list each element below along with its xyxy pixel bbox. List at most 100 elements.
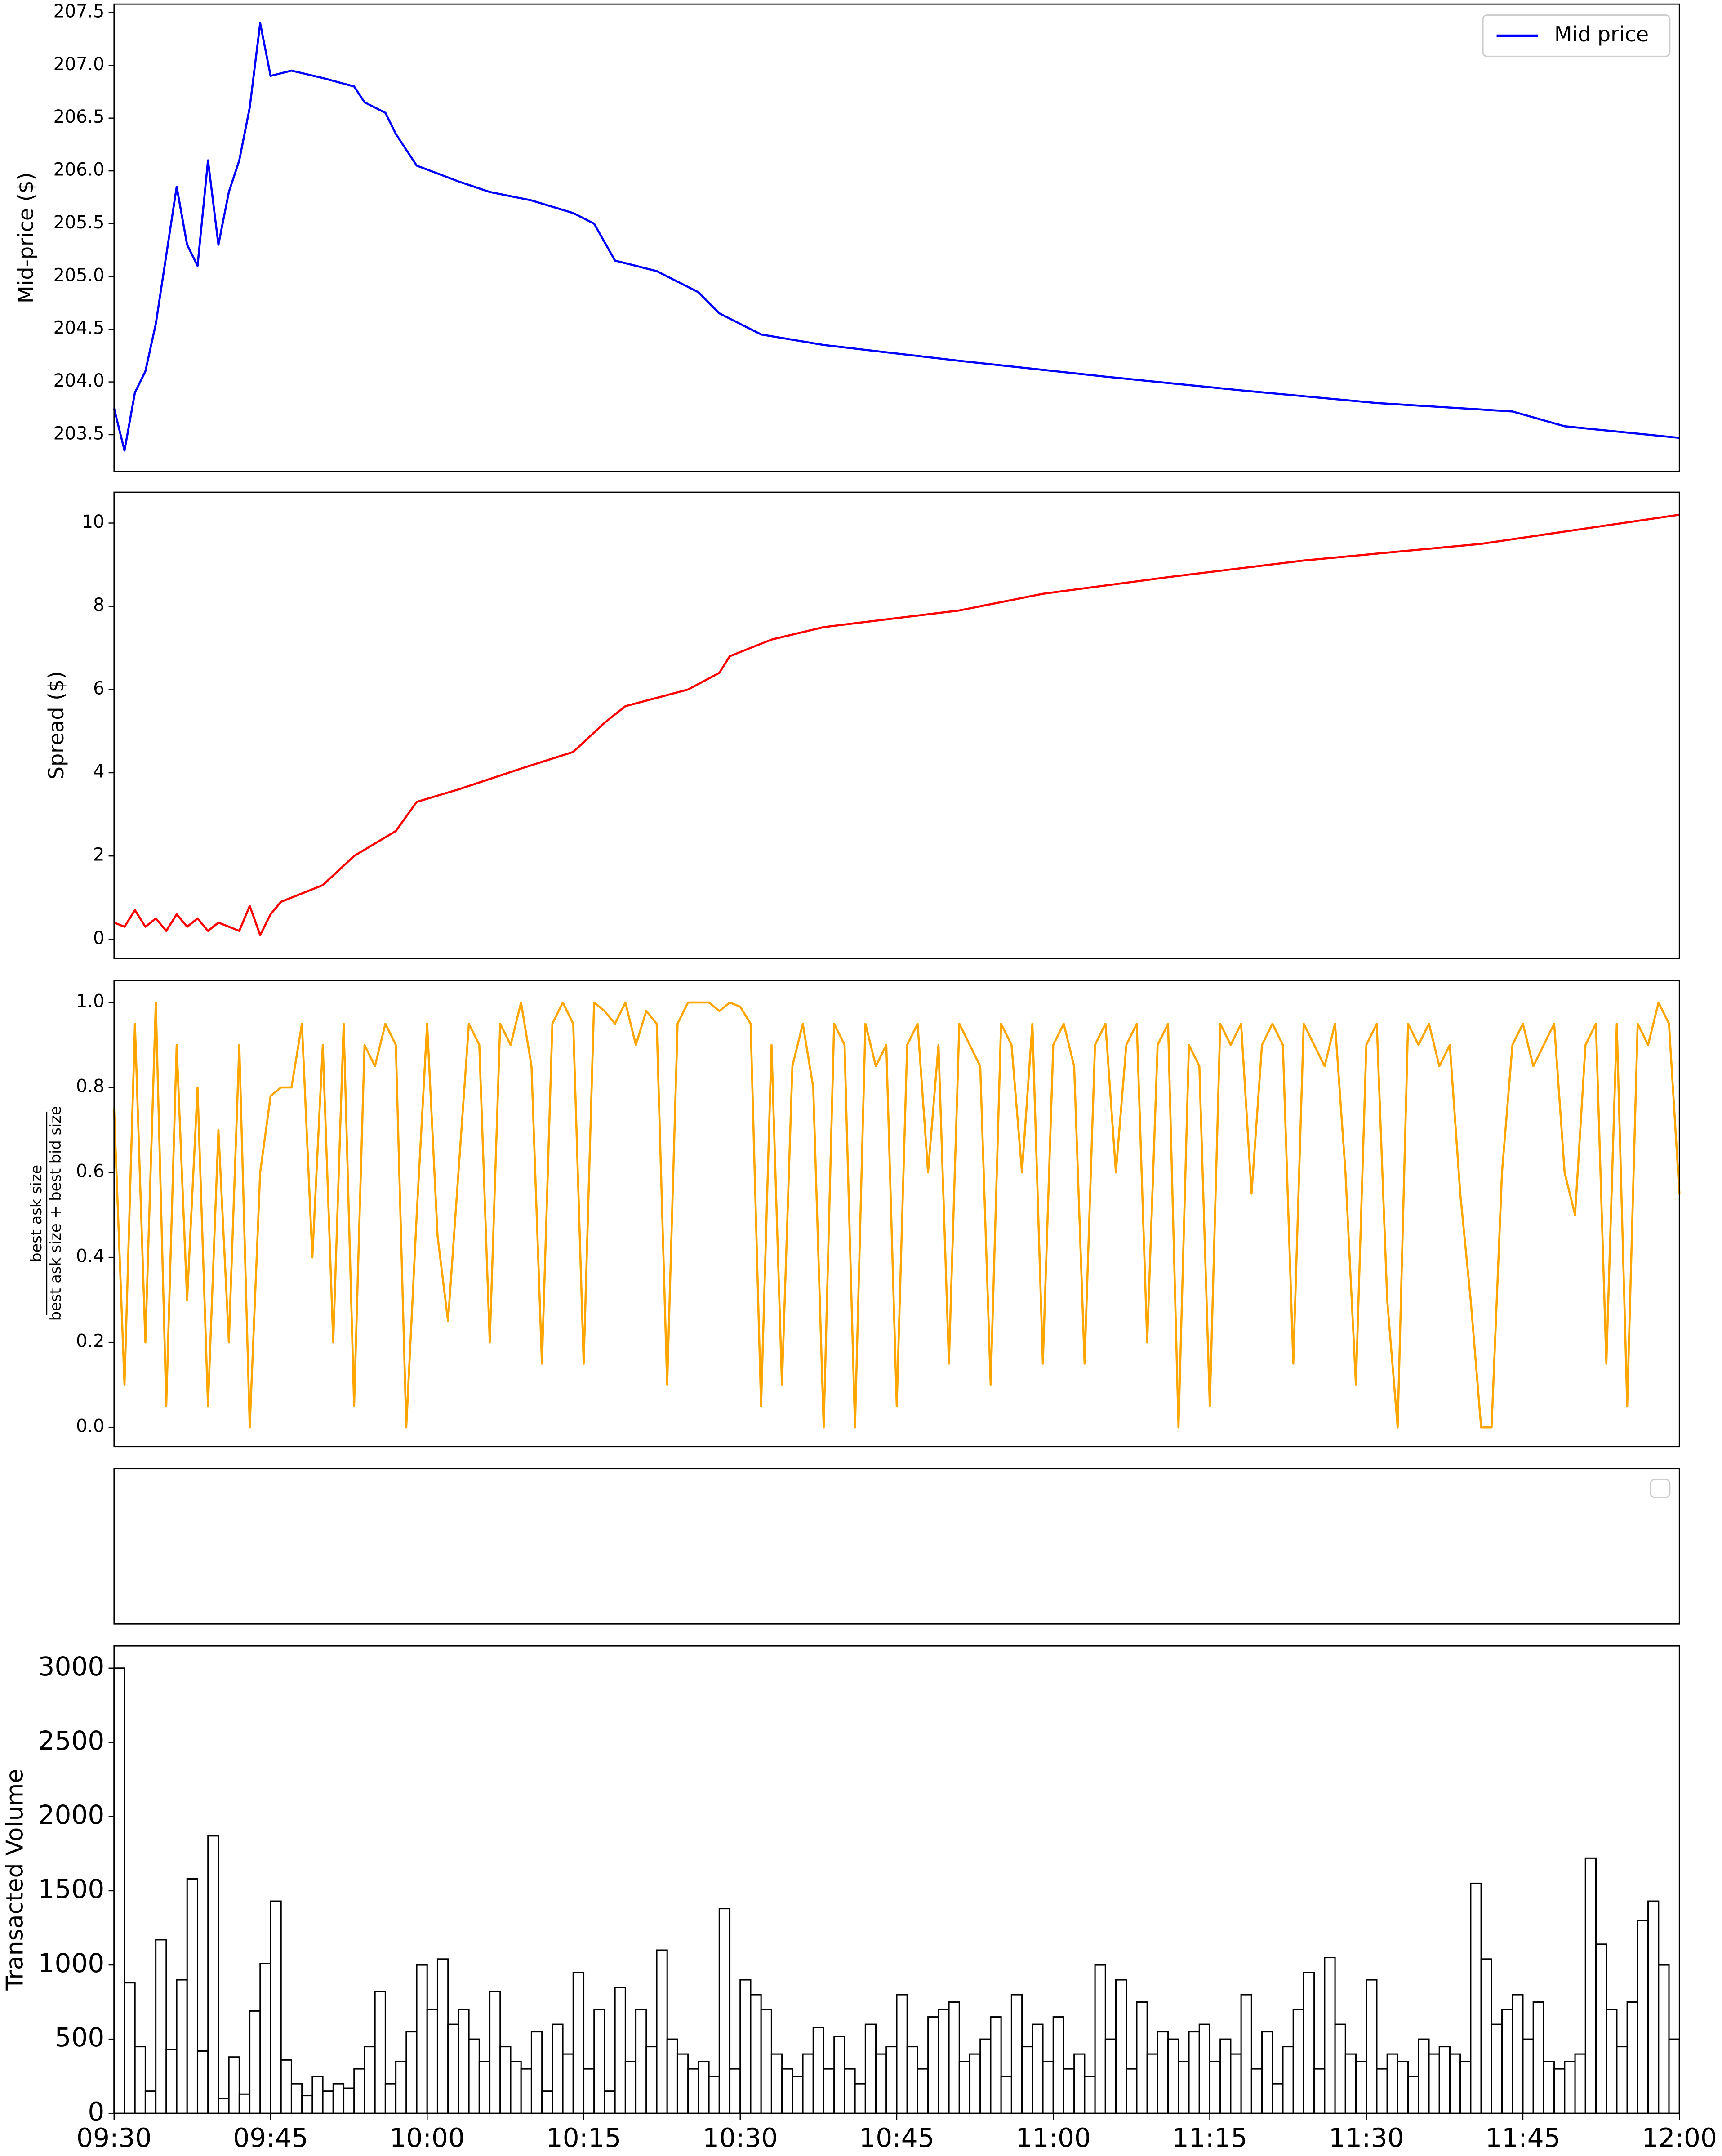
histogram-bar xyxy=(1334,2023,1346,2114)
histogram-bar xyxy=(1188,2031,1200,2114)
x-tick-label: 11:30 xyxy=(1329,2122,1404,2153)
histogram-bar xyxy=(1606,2009,1618,2114)
histogram-bar xyxy=(1313,2068,1326,2114)
histogram-bar xyxy=(1543,2061,1555,2114)
histogram-bar xyxy=(1324,1957,1336,2114)
histogram-bar xyxy=(155,1939,167,2114)
histogram-bar xyxy=(792,2076,804,2114)
y-tick-label: 0.6 xyxy=(76,1161,104,1182)
histogram-bar xyxy=(1157,2031,1169,2114)
histogram-bar xyxy=(1647,1900,1660,2114)
histogram-bar xyxy=(416,1964,428,2114)
legend-label: Mid price xyxy=(1554,22,1649,46)
histogram-bar xyxy=(238,2093,251,2114)
histogram-bar xyxy=(1616,2046,1628,2114)
histogram-bar xyxy=(1668,2038,1680,2114)
histogram-bar xyxy=(1512,1994,1524,2114)
histogram-bar xyxy=(729,2068,741,2114)
histogram-bar xyxy=(1052,2016,1064,2114)
histogram-bar xyxy=(718,1908,731,2114)
y-tick-label: 1.0 xyxy=(76,991,104,1011)
histogram-bar xyxy=(499,2046,512,2114)
histogram-bar xyxy=(489,1991,501,2114)
histogram-bar xyxy=(384,2083,397,2114)
histogram-bar xyxy=(656,1949,668,2114)
histogram-bar xyxy=(530,2031,543,2114)
histogram-bar xyxy=(332,2083,345,2114)
histogram-bar xyxy=(917,2068,929,2114)
histogram-bar xyxy=(395,2061,407,2114)
y-tick-label: 2000 xyxy=(38,1800,105,1830)
histogram-bar xyxy=(739,1979,752,2114)
histogram-bar xyxy=(405,2031,418,2114)
histogram-bar xyxy=(1532,2001,1544,2114)
histogram-bar xyxy=(802,2053,814,2114)
y-tick-label: 1000 xyxy=(38,1948,105,1978)
histogram-bar xyxy=(593,2009,605,2114)
histogram-bar xyxy=(666,2038,678,2114)
histogram-bar xyxy=(353,2068,365,2114)
histogram-bar xyxy=(1303,1972,1315,2114)
histogram-bar xyxy=(1292,2009,1304,2114)
x-tick-label: 10:45 xyxy=(859,2122,934,2153)
histogram-bar xyxy=(1386,2053,1398,2114)
histogram-bar xyxy=(1073,2053,1086,2114)
histogram-bar xyxy=(1146,2053,1158,2114)
histogram-bar xyxy=(750,1994,762,2114)
y-tick-label: 6 xyxy=(93,678,104,699)
histogram-bar xyxy=(458,2009,470,2114)
histogram-bar xyxy=(1355,2061,1367,2114)
histogram-bar xyxy=(343,2087,355,2114)
histogram-bar xyxy=(186,1878,199,2114)
y-tick-label: 0.4 xyxy=(76,1246,104,1267)
histogram-bar xyxy=(1042,2061,1054,2114)
histogram-bar xyxy=(1418,2038,1430,2114)
histogram-bar xyxy=(1584,1857,1597,2114)
y-tick-label: 207.5 xyxy=(53,1,105,22)
histogram-bar xyxy=(228,2056,240,2114)
series-line xyxy=(113,1001,1681,1429)
histogram-bar xyxy=(1272,2083,1284,2114)
y-tick-label: 206.5 xyxy=(53,107,105,127)
histogram-bar xyxy=(1574,2053,1586,2114)
histogram-bar xyxy=(624,2061,637,2114)
histogram-bar xyxy=(1501,2009,1513,2114)
histogram-bar xyxy=(896,1994,908,2114)
y-tick-label: 2 xyxy=(93,845,104,865)
histogram-bar xyxy=(124,1982,136,2114)
histogram-bar xyxy=(927,2016,939,2114)
histogram-bar xyxy=(635,2009,647,2114)
histogram-bar xyxy=(854,2083,866,2114)
histogram-bar xyxy=(1250,2068,1263,2114)
x-tick-label: 10:15 xyxy=(546,2122,621,2153)
histogram-bar xyxy=(1637,1920,1649,2114)
histogram-bar xyxy=(562,2053,574,2114)
y-axis-label: Mid-price ($) xyxy=(14,172,38,303)
histogram-bar xyxy=(823,2068,835,2114)
plot-frame xyxy=(113,3,1680,472)
histogram-bar xyxy=(218,2098,230,2114)
histogram-bar xyxy=(1626,2001,1638,2114)
histogram-bar xyxy=(1480,1958,1492,2114)
histogram-bar xyxy=(478,2061,491,2114)
histogram-bar xyxy=(374,1991,386,2114)
histogram-bar xyxy=(1553,2068,1566,2114)
histogram-bar xyxy=(134,2046,146,2114)
x-tick-label: 10:30 xyxy=(703,2122,778,2153)
histogram-bar xyxy=(770,2053,783,2114)
histogram-bar xyxy=(1397,2061,1409,2114)
histogram-bar xyxy=(1178,2061,1190,2114)
y-tick-label: 206.0 xyxy=(53,160,105,180)
histogram-bar xyxy=(259,1963,271,2114)
y-tick-label: 0.2 xyxy=(76,1331,104,1352)
y-tick-label: 204.5 xyxy=(53,318,105,339)
y-axis-label: Transacted Volume xyxy=(2,1769,29,1991)
y-tick-label: 0.8 xyxy=(76,1076,104,1097)
y-tick-label: 3000 xyxy=(38,1651,105,1682)
y-tick-label: 500 xyxy=(54,2022,104,2053)
x-tick-label: 11:15 xyxy=(1172,2122,1247,2153)
legend-box xyxy=(1650,1479,1671,1498)
plot-frame xyxy=(113,980,1680,1448)
